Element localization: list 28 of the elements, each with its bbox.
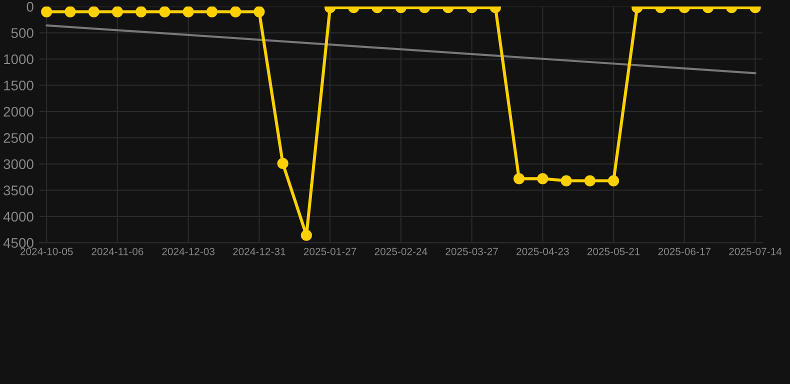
y-tick-label: 3500 <box>4 186 34 196</box>
point <box>560 175 572 186</box>
y-tick-label: 500 <box>11 28 34 38</box>
x-tick-label: 2025-05-21 <box>587 248 640 256</box>
point <box>584 175 596 186</box>
x-tick-label: 2024-12-31 <box>233 248 286 256</box>
y-tick-label: 4500 <box>3 238 34 248</box>
point <box>608 175 620 186</box>
y-tick-label: 2000 <box>4 106 34 117</box>
x-tick-label: 2024-12-03 <box>162 248 215 256</box>
point <box>277 158 288 169</box>
x-tick-label: 2025-06-17 <box>658 248 711 256</box>
y-tick-label: 1000 <box>4 54 34 64</box>
y-tick-label: 2500 <box>4 133 34 143</box>
y-tick-label: 0 <box>26 2 34 12</box>
y-tick-label: 1500 <box>4 80 34 90</box>
x-tick-label: 2025-07-14 <box>729 248 782 256</box>
x-tick-label: 2025-03-27 <box>446 248 498 256</box>
y-tick-label: 3000 <box>4 159 34 170</box>
x-tick-label: 2025-01-27 <box>304 248 356 256</box>
x-tick-label: 2024-10-05 <box>20 248 73 256</box>
x-tick-label: 2025-02-24 <box>374 248 428 256</box>
x-tick-label: 2025-04-23 <box>516 248 569 256</box>
point <box>513 173 525 184</box>
y-tick-label: 4000 <box>3 212 34 222</box>
point <box>537 173 548 184</box>
x-tick-label: 2024-11-06 <box>92 248 144 256</box>
point <box>300 230 312 241</box>
